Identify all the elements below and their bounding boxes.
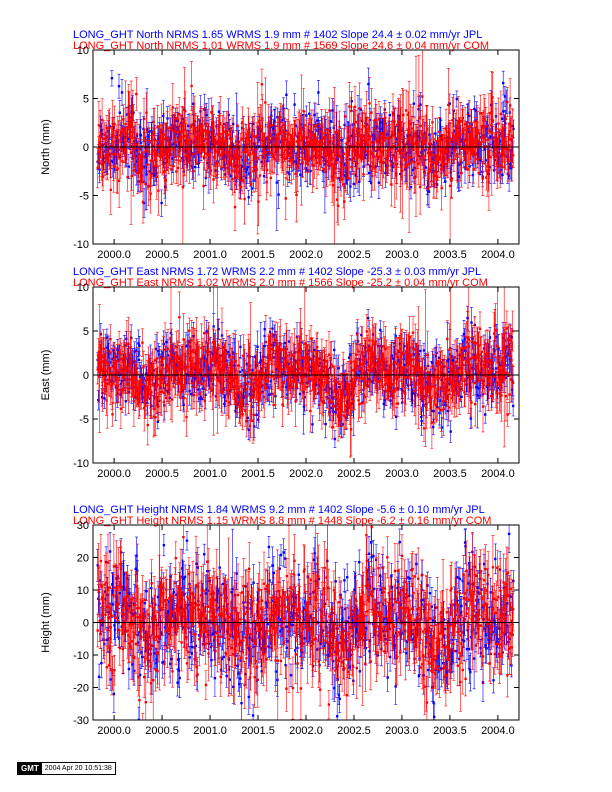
legend-entry: LONG_GHT Height NRMS 1.15 WRMS 8.8 mm # … <box>73 515 491 527</box>
x-tick-label: 2004.0 <box>481 249 515 261</box>
y-tick-label: 0 <box>83 142 89 154</box>
series-com <box>96 525 515 720</box>
x-tick-label: 2001.5 <box>241 468 275 480</box>
legend-entry: LONG_GHT East NRMS 1.02 WRMS 2.0 mm # 15… <box>73 277 488 289</box>
y-tick-label: 0 <box>83 370 89 382</box>
y-tick-label: -30 <box>73 715 89 727</box>
x-tick-label: 2003.5 <box>433 249 467 261</box>
x-tick-label: 2003.5 <box>433 468 467 480</box>
plot-area <box>96 287 515 458</box>
y-tick-label: 10 <box>77 585 89 597</box>
x-tick-label: 2004.0 <box>481 725 515 737</box>
gmt-timestamp-stamp: GMT 2004 Apr 20 10:51:38 <box>17 762 116 775</box>
chart-panel-1: LONG_GHT North NRMS 1.65 WRMS 1.9 mm # 1… <box>40 29 520 261</box>
y-tick-label: 20 <box>77 553 89 565</box>
y-tick-label: 10 <box>77 282 89 294</box>
y-axis-label: East (mm) <box>40 350 52 401</box>
y-tick-label: -5 <box>79 414 89 426</box>
x-tick-label: 2003.5 <box>433 725 467 737</box>
y-tick-label: -10 <box>73 650 89 662</box>
x-tick-label: 2004.0 <box>481 468 515 480</box>
x-tick-label: 2002.5 <box>337 249 371 261</box>
x-tick-label: 2003.0 <box>385 725 419 737</box>
y-tick-label: 10 <box>77 45 89 57</box>
x-tick-label: 2001.5 <box>241 725 275 737</box>
x-tick-label: 2001.5 <box>241 249 275 261</box>
x-tick-label: 2003.0 <box>385 249 419 261</box>
chart-panel-3: LONG_GHT Height NRMS 1.84 WRMS 9.2 mm # … <box>40 504 520 737</box>
y-axis-label: North (mm) <box>40 119 52 175</box>
y-tick-label: 30 <box>77 520 89 532</box>
x-tick-label: 2001.0 <box>193 249 227 261</box>
y-axis-label: Height (mm) <box>40 592 52 653</box>
chart-panel-2: LONG_GHT East NRMS 1.72 WRMS 2.2 mm # 14… <box>40 266 520 480</box>
x-tick-label: 2000.5 <box>145 249 179 261</box>
y-tick-label: 5 <box>83 326 89 338</box>
x-tick-label: 2000.5 <box>145 468 179 480</box>
y-tick-label: -10 <box>73 239 89 251</box>
x-tick-label: 2002.5 <box>337 725 371 737</box>
x-tick-label: 2003.0 <box>385 468 419 480</box>
y-tick-label: -5 <box>79 191 89 203</box>
series-com <box>96 287 515 458</box>
x-tick-label: 2002.0 <box>289 249 323 261</box>
error-bars <box>96 525 515 720</box>
gmt-logo: GMT <box>18 763 42 774</box>
data-points <box>96 525 515 706</box>
x-tick-label: 2002.5 <box>337 468 371 480</box>
chart-panels: LONG_GHT North NRMS 1.65 WRMS 1.9 mm # 1… <box>40 29 520 737</box>
legend-entry: LONG_GHT North NRMS 1.01 WRMS 1.9 mm # 1… <box>73 40 489 52</box>
y-tick-label: 5 <box>83 94 89 106</box>
x-tick-label: 2001.0 <box>193 468 227 480</box>
legend-entry: LONG_GHT Height NRMS 1.84 WRMS 9.2 mm # … <box>73 504 485 516</box>
plot-area <box>96 525 515 720</box>
x-tick-label: 2000.0 <box>97 249 131 261</box>
legend-entry: LONG_GHT North NRMS 1.65 WRMS 1.9 mm # 1… <box>73 29 482 41</box>
legend-entry: LONG_GHT East NRMS 1.72 WRMS 2.2 mm # 14… <box>73 266 481 278</box>
y-tick-label: 0 <box>83 618 89 630</box>
y-tick-label: -20 <box>73 683 89 695</box>
x-tick-label: 2001.0 <box>193 725 227 737</box>
x-tick-label: 2000.0 <box>97 725 131 737</box>
x-tick-label: 2000.0 <box>97 468 131 480</box>
timestamp-label: 2004 Apr 20 10:51:38 <box>44 765 112 772</box>
data-points <box>96 316 515 431</box>
x-tick-label: 2002.0 <box>289 468 323 480</box>
x-tick-label: 2002.0 <box>289 725 323 737</box>
x-tick-label: 2000.5 <box>145 725 179 737</box>
plot-area <box>96 50 515 244</box>
y-tick-label: -10 <box>73 458 89 470</box>
